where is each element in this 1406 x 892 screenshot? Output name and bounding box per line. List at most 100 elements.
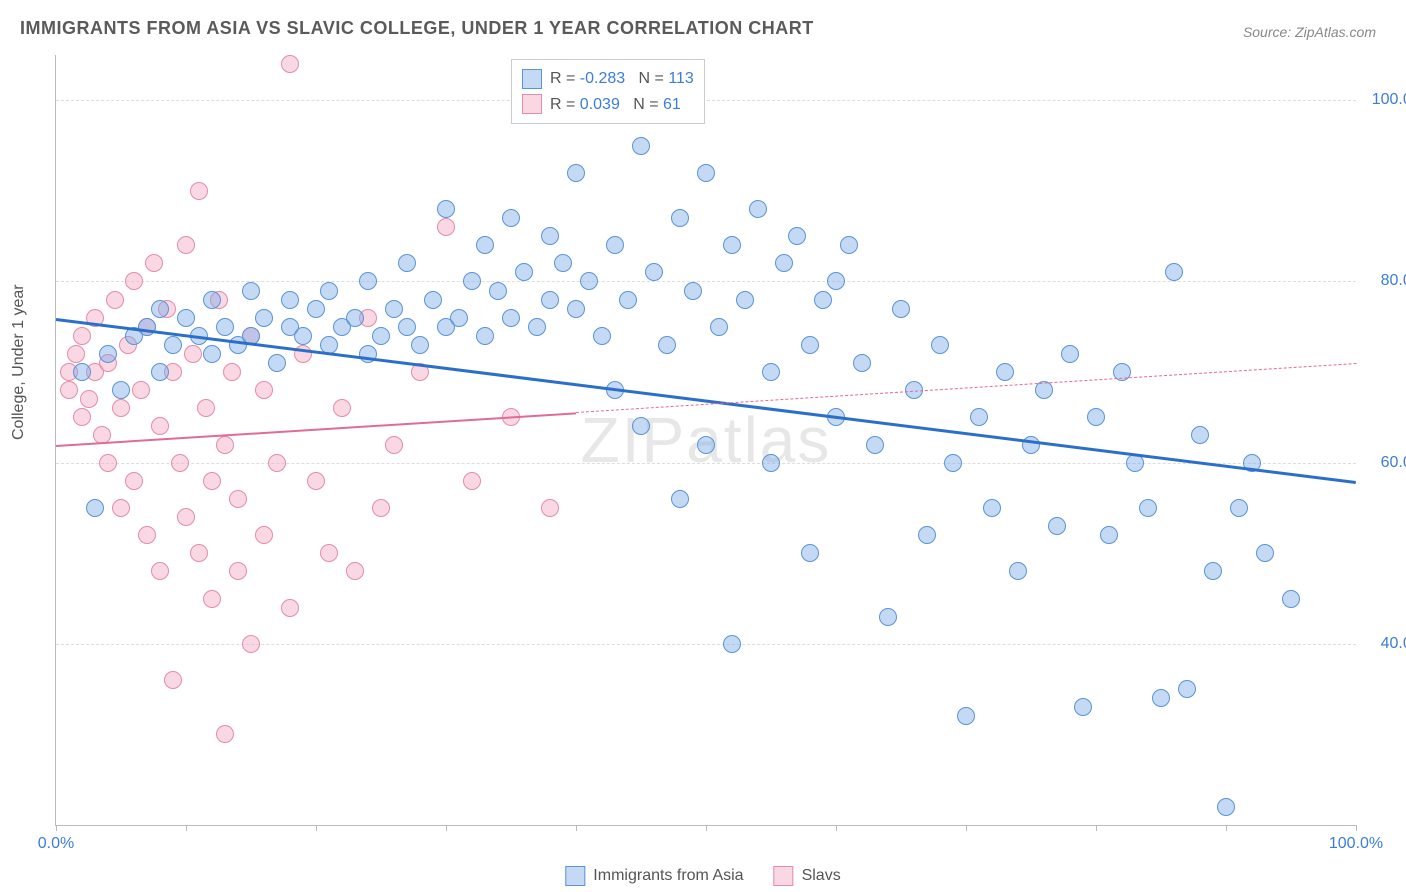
data-point <box>372 327 390 345</box>
data-point <box>307 300 325 318</box>
swatch-icon <box>774 866 794 886</box>
data-point <box>398 254 416 272</box>
data-point <box>1100 526 1118 544</box>
x-tick <box>966 825 967 831</box>
data-point <box>106 291 124 309</box>
data-point <box>346 562 364 580</box>
data-point <box>385 436 403 454</box>
data-point <box>632 137 650 155</box>
data-point <box>1204 562 1222 580</box>
data-point <box>411 336 429 354</box>
data-point <box>944 454 962 472</box>
data-point <box>1139 499 1157 517</box>
data-point <box>1009 562 1027 580</box>
data-point <box>203 345 221 363</box>
data-point <box>814 291 832 309</box>
data-point <box>151 363 169 381</box>
data-point <box>879 608 897 626</box>
data-point <box>1074 698 1092 716</box>
chart-title: IMMIGRANTS FROM ASIA VS SLAVIC COLLEGE, … <box>20 18 814 39</box>
data-point <box>801 336 819 354</box>
data-point <box>671 209 689 227</box>
data-point <box>957 707 975 725</box>
data-point <box>1048 517 1066 535</box>
legend-label: Slavs <box>802 867 841 885</box>
data-point <box>775 254 793 272</box>
legend-stats: R = -0.283 N = 113 <box>550 66 694 92</box>
data-point <box>684 282 702 300</box>
legend-row: R = 0.039 N = 61 <box>522 92 694 118</box>
data-point <box>736 291 754 309</box>
data-point <box>983 499 1001 517</box>
data-point <box>671 490 689 508</box>
swatch-icon <box>522 94 542 114</box>
data-point <box>151 300 169 318</box>
data-point <box>697 436 715 454</box>
data-point <box>1165 263 1183 281</box>
data-point <box>996 363 1014 381</box>
data-point <box>658 336 676 354</box>
trend-line <box>56 318 1356 484</box>
data-point <box>1230 499 1248 517</box>
data-point <box>171 454 189 472</box>
data-point <box>1178 680 1196 698</box>
data-point <box>723 236 741 254</box>
data-point <box>853 354 871 372</box>
data-point <box>197 399 215 417</box>
data-point <box>1152 689 1170 707</box>
data-point <box>762 363 780 381</box>
x-tick <box>1356 825 1357 831</box>
data-point <box>424 291 442 309</box>
gridline <box>56 463 1356 464</box>
data-point <box>1282 590 1300 608</box>
data-point <box>190 182 208 200</box>
data-point <box>216 436 234 454</box>
data-point <box>268 354 286 372</box>
data-point <box>645 263 663 281</box>
swatch-icon <box>522 69 542 89</box>
data-point <box>242 282 260 300</box>
data-point <box>437 218 455 236</box>
data-point <box>541 227 559 245</box>
x-tick-label-left: 0.0% <box>38 835 74 853</box>
data-point <box>99 345 117 363</box>
data-point <box>437 200 455 218</box>
data-point <box>151 562 169 580</box>
data-point <box>242 635 260 653</box>
gridline <box>56 100 1356 101</box>
data-point <box>229 490 247 508</box>
data-point <box>223 363 241 381</box>
data-point <box>268 454 286 472</box>
data-point <box>216 725 234 743</box>
data-point <box>359 272 377 290</box>
trend-line <box>576 363 1356 413</box>
data-point <box>112 499 130 517</box>
data-point <box>723 635 741 653</box>
data-point <box>229 562 247 580</box>
data-point <box>892 300 910 318</box>
data-point <box>281 599 299 617</box>
data-point <box>567 164 585 182</box>
data-point <box>125 272 143 290</box>
data-point <box>203 472 221 490</box>
data-point <box>788 227 806 245</box>
scatter-plot-area: ZIPatlas 40.0%60.0%80.0%100.0%0.0%100.0%… <box>55 55 1356 826</box>
data-point <box>372 499 390 517</box>
trend-line <box>56 412 576 447</box>
data-point <box>398 318 416 336</box>
x-tick <box>186 825 187 831</box>
y-tick-label: 80.0% <box>1366 272 1406 290</box>
data-point <box>255 381 273 399</box>
data-point <box>184 345 202 363</box>
data-point <box>632 417 650 435</box>
data-point <box>762 454 780 472</box>
data-point <box>80 390 98 408</box>
data-point <box>73 363 91 381</box>
y-axis-label: College, Under 1 year <box>10 284 28 440</box>
legend-label: Immigrants from Asia <box>593 867 743 885</box>
data-point <box>502 209 520 227</box>
data-point <box>132 381 150 399</box>
data-point <box>67 345 85 363</box>
data-point <box>567 300 585 318</box>
data-point <box>294 327 312 345</box>
